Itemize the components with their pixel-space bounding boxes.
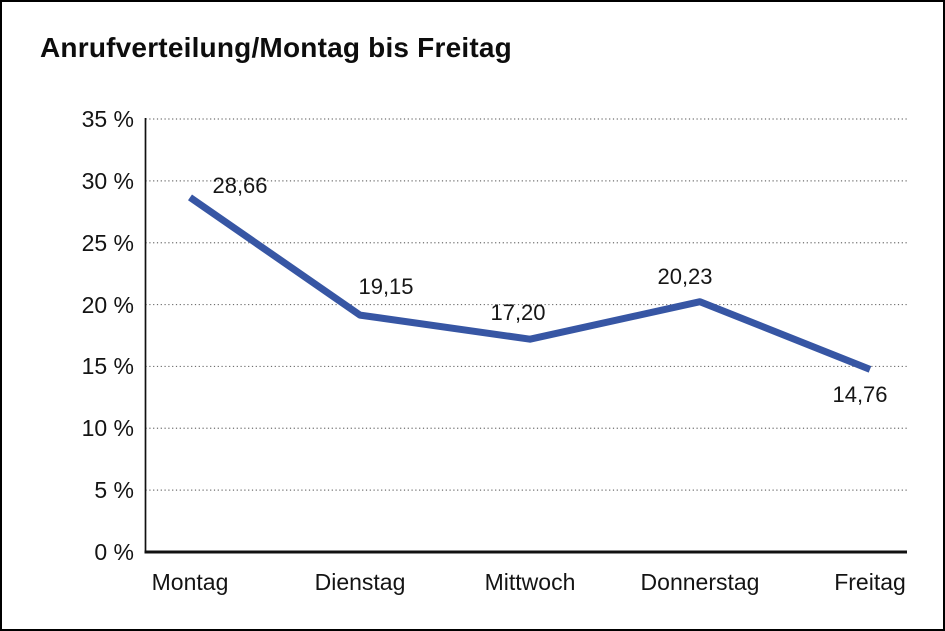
y-axis-tick-label: 10 % (81, 415, 134, 442)
y-axis-tick-label: 30 % (81, 167, 134, 194)
x-axis-category-label: Dienstag (314, 569, 406, 595)
data-point-label: 19,15 (358, 274, 414, 300)
series-line (188, 194, 872, 373)
y-axis-tick-label: 35 % (81, 106, 134, 132)
data-point-label: 20,23 (657, 263, 713, 289)
chart-title: Anrufverteilung/Montag bis Freitag (40, 32, 512, 63)
data-point-label: 14,76 (832, 382, 888, 408)
x-axis-category-label: Mittwoch (484, 569, 576, 595)
y-axis-tick-label: 0 % (94, 539, 134, 565)
x-axis-category-label: Montag (151, 569, 229, 595)
data-point-label: 17,20 (490, 300, 546, 326)
x-axis-category-label: Donnerstag (640, 569, 760, 595)
y-axis-tick-label: 20 % (81, 291, 134, 318)
y-axis-tick-label: 15 % (81, 353, 134, 380)
y-axis-tick-label: 25 % (81, 229, 134, 256)
data-point-label: 28,66 (212, 173, 268, 199)
y-axis-tick-label: 5 % (94, 477, 134, 504)
x-axis-category-label: Freitag (834, 569, 906, 595)
